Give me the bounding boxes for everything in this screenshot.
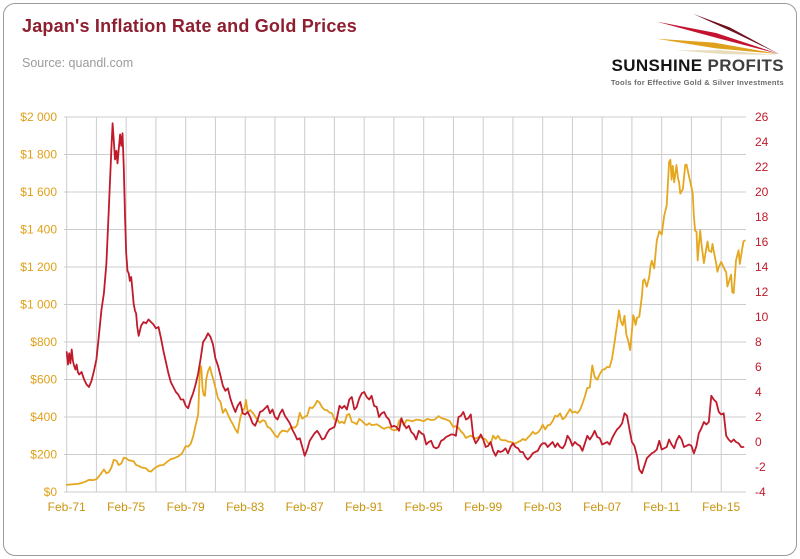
left-axis-tick-label: $200: [30, 448, 57, 462]
left-axis-tick-label: $1 800: [20, 148, 57, 162]
x-axis-tick-label: Feb-11: [643, 500, 680, 514]
logo-brand-profits: PROFITS: [707, 56, 784, 75]
right-axis-tick-label: 4: [755, 385, 762, 399]
right-axis-tick-label: 16: [755, 235, 769, 249]
right-axis-tick-label: 6: [755, 360, 762, 374]
x-axis-tick-label: Feb-99: [464, 500, 502, 514]
gold-price-line: [65, 158, 746, 486]
right-axis-tick-label: 8: [755, 335, 762, 349]
left-axis-tick-label: $1 400: [20, 223, 57, 237]
left-axis-tick-label: $1 600: [20, 185, 57, 199]
left-axis-tick-label: $400: [30, 410, 57, 424]
right-axis-tick-label: 14: [755, 260, 769, 274]
right-axis-tick-label: 22: [755, 160, 769, 174]
logo-brand-sunshine: SUNSHINE: [611, 56, 703, 75]
x-axis-tick-label: Feb-95: [405, 500, 443, 514]
x-axis-tick-label: Feb-83: [226, 500, 264, 514]
x-axis-tick-label: Feb-15: [702, 500, 740, 514]
left-axis-tick-label: $1 200: [20, 260, 57, 274]
logo-tagline: Tools for Effective Gold & Silver Invest…: [610, 78, 784, 87]
source-label: Source: quandl.com: [22, 56, 134, 70]
right-axis-tick-label: -4: [755, 485, 766, 499]
left-axis-tick-label: $800: [30, 335, 57, 349]
logo-ray-gold: [656, 38, 780, 55]
left-axis-tick-label: $1 000: [20, 298, 57, 312]
right-axis-tick-label: 26: [755, 110, 769, 124]
right-axis-tick-label: 20: [755, 185, 769, 199]
right-axis-tick-label: 2: [755, 410, 762, 424]
right-axis-tick-label: 18: [755, 210, 769, 224]
x-axis-tick-label: Feb-79: [167, 500, 205, 514]
sunshine-rays-icon: [656, 13, 780, 56]
right-axis-tick-label: 12: [755, 285, 769, 299]
right-axis-tick-label: 24: [755, 135, 769, 149]
x-axis-tick-label: Feb-07: [583, 500, 621, 514]
left-axis-tick-label: $2 000: [20, 110, 57, 124]
right-axis-tick-label: 10: [755, 310, 769, 324]
right-axis-tick-label: 0: [755, 435, 762, 449]
right-axis-tick-label: -2: [755, 460, 766, 474]
inflation-rate-line: [65, 122, 745, 475]
sunshine-profits-logo: SUNSHINE PROFITS Tools for Effective Gold…: [569, 12, 784, 87]
x-axis-tick-label: Feb-71: [48, 500, 86, 514]
left-axis-tick-label: $600: [30, 373, 57, 387]
x-axis-tick-label: Feb-87: [286, 500, 324, 514]
logo-brand: SUNSHINE PROFITS: [569, 57, 784, 75]
page-title: Japan's Inflation Rate and Gold Prices: [22, 16, 357, 36]
logo-ray-tan: [675, 50, 778, 56]
x-axis-tick-label: Feb-75: [107, 500, 145, 514]
x-axis-tick-label: Feb-03: [524, 500, 562, 514]
logo-ray-red: [656, 21, 780, 55]
left-axis-tick-label: $0: [44, 485, 58, 499]
x-axis-tick-label: Feb-91: [345, 500, 383, 514]
